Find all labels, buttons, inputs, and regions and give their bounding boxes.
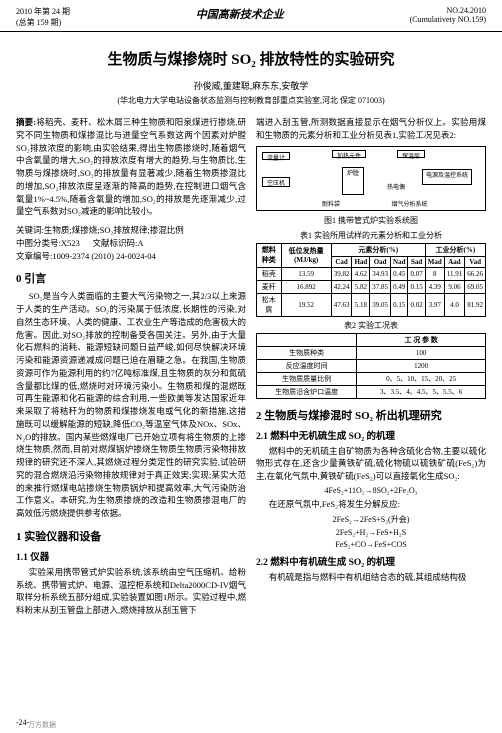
article-id: 文章编号:1009-2374 (2010) 24-0024-04: [16, 250, 246, 263]
formula-4: FeS₂+CO→FeS+COS: [256, 540, 486, 549]
table-row: 稻壳13.5939.824.6234.930.450.07811.9166.26: [257, 267, 486, 280]
section-0-title: 0 引言: [16, 270, 246, 286]
t1-sh5: Nad: [391, 256, 408, 267]
keywords: 关键词:生物质;煤掺烧;SO₂排放规律;掺混比例: [16, 224, 246, 237]
t1-h2: 元素分析(%): [331, 243, 425, 256]
table-row: 生物质种类100: [257, 346, 486, 359]
t1-sh9: Vad: [465, 256, 486, 267]
journal-name: 中国高新技术企业: [196, 6, 284, 28]
article-title: 生物质与煤掺烧时 SO₂ 排放特性的实验研究: [0, 48, 502, 69]
section-1-1-text: 实验采用携带管式炉实验系统,该系统由空气压缩机、给粉系统、携带管式炉、电源、温控…: [16, 566, 246, 617]
right-column: 端进入刮玉管,所测数据直接显示在烟气分析仪上。实验用煤和生物质的元素分析和工业分…: [256, 116, 486, 617]
t1-sh6: Sad: [408, 256, 425, 267]
figure-1-caption: 图1 携带管式炉实验系统图: [256, 215, 486, 226]
dia-thermocouple: 热电偶: [382, 182, 410, 190]
two-column-content: 摘要:将稻壳、麦秆、松木屑三种生物质和阳泉煤进行掺烧,研究不同生物质和煤掺混比与…: [0, 116, 502, 617]
dia-flowmeter: 流量计: [262, 152, 290, 160]
issue-year: 2010 年第 24 期: [16, 6, 70, 17]
table-1: 燃料种类 低位发热量(MJ/kg) 元素分析(%) 工业分析(%) Cad Ha…: [256, 243, 486, 317]
authors: 孙俊威,董建聪,麻东东,安敬学: [0, 79, 502, 92]
cn-class-label: 中图分类号:: [16, 238, 61, 248]
t1-sh8: Aad: [444, 256, 465, 267]
watermark: 万方数据: [28, 720, 56, 730]
keywords-text: 生物质;煤掺烧;SO₂排放规律;掺混比例: [44, 225, 184, 235]
t1-sh3: Had: [352, 256, 370, 267]
cumulative-no: (Cumulativety NO.159): [410, 15, 486, 24]
dia-furnace: 炉膛: [342, 167, 364, 195]
t1-h0: 燃料种类: [257, 243, 282, 267]
figure-1-diagram: 流量计 加热元件 保温层 空压机 炉膛 电源及温控系统 热电偶 耐料袋 烟气分析…: [256, 146, 486, 211]
header-right: NO.24.2010 (Cumulativety NO.159): [410, 6, 486, 28]
table-row: 生物质质量比例0、5、10、15、20、25: [257, 372, 486, 385]
formula-2-intro: 在还原气氛中,FeS₂将发生分解反应:: [256, 498, 486, 511]
dia-heater: 加热元件: [332, 150, 366, 158]
table-row: 工 况 参 数: [257, 333, 486, 346]
page-header: 2010 年第 24 期 (总第 159 期) 中国高新技术企业 NO.24.2…: [0, 0, 502, 32]
issue-no: NO.24.2010: [410, 6, 486, 15]
issue-total: (总第 159 期): [16, 17, 70, 28]
table-2: 工 况 参 数 生物质种类100 反应温度时间1200 生物质质量比例0、5、1…: [256, 333, 486, 399]
keywords-label: 关键词:: [16, 225, 44, 235]
section-2-1-title: 2.1 燃料中无机硫生成 SO₂ 的机理: [256, 428, 486, 442]
formula-2: 2FeS₂→2FeS+S₂(升会): [256, 514, 486, 525]
section-1-title: 1 实验仪器和设备: [16, 528, 246, 544]
dia-insulation: 保温层: [397, 150, 425, 158]
abstract-text: 将稻壳、麦秆、松木屑三种生物质和阳泉煤进行掺烧,研究不同生物质和煤掺混比与进量空…: [16, 117, 246, 216]
article-id-label: 文章编号:: [16, 251, 52, 261]
section-2-title: 2 生物质与煤掺混时 SO₂ 析出机理研究: [256, 407, 486, 423]
table-row: 反应温度时间1200: [257, 359, 486, 372]
t1-sh2: Cad: [331, 256, 352, 267]
doc-code-value: A: [137, 238, 143, 248]
section-0-p1: SO₂是当今人类面临的主要大气污染物之一,其2/3以上来源于人类的生产活动。SO…: [16, 290, 246, 520]
doc-code-label: 文献标识码:: [93, 238, 138, 248]
table-row: 松木屑19.5247.635.1839.050.150.023.974.081.…: [257, 293, 486, 316]
dia-analyzer: 烟气分析系统: [382, 199, 437, 207]
table-2-caption: 表2 实验工况表: [256, 320, 486, 331]
formula-1: 4FeS₂+11O₂→8SO₂+2Fe₂O₃: [256, 486, 486, 495]
dia-power: 电源及温控系统: [422, 169, 472, 185]
affiliation: (华北电力大学电站设备状态监测与控制教育部重点实验室,河北 保定 071003): [0, 95, 502, 106]
t1-h1: 低位发热量(MJ/kg): [281, 243, 331, 267]
dia-bag: 耐料袋: [317, 199, 345, 207]
table-row: 麦秆16.89242.245.8237.850.490.154.399.0669…: [257, 280, 486, 293]
section-1-1-title: 1.1 仪器: [16, 549, 246, 563]
t1-sh7: Mad: [425, 256, 444, 267]
abstract: 摘要:将稻壳、麦秆、松木屑三种生物质和阳泉煤进行掺烧,研究不同生物质和煤掺混比与…: [16, 116, 246, 218]
section-2-2-title: 2.2 燃料中有机硫生成 SO₂ 的机理: [256, 554, 486, 568]
dia-compressor: 空压机: [262, 177, 290, 187]
section-2-1-text: 燃料中的无机硫主自矿物质为各种含硫化合物,主要以硫化物形式存在,还含少量黄铁矿硫…: [256, 445, 486, 483]
table-row: 生物质沿含炉口温度3、3.5、4、4.5、5、5.5、6: [257, 385, 486, 398]
table-row: 燃料种类 低位发热量(MJ/kg) 元素分析(%) 工业分析(%): [257, 243, 486, 256]
cn-class-value: X523: [61, 238, 80, 248]
header-left: 2010 年第 24 期 (总第 159 期): [16, 6, 70, 28]
table-1-caption: 表1 实验所用试样的元素分析和工业分析: [256, 230, 486, 241]
t1-sh4: Oad: [370, 256, 391, 267]
abstract-label: 摘要:: [16, 117, 36, 127]
section-2-2-text: 有机硫是指与燃料中有机组结合态的硫,其组成结构极: [256, 571, 486, 584]
left-column: 摘要:将稻壳、麦秆、松木屑三种生物质和阳泉煤进行掺烧,研究不同生物质和煤掺混比与…: [16, 116, 246, 617]
t1-h7: 工业分析(%): [425, 243, 485, 256]
article-id-value: 1009-2374 (2010) 24-0024-04: [52, 251, 155, 261]
classification: 中图分类号:X523 文献标识码:A: [16, 237, 246, 250]
col2-intro: 端进入刮玉管,所测数据直接显示在烟气分析仪上。实验用煤和生物质的元素分析和工业分…: [256, 116, 486, 142]
formula-3: 2FeS₂+H₂→FeS+H₂S: [256, 528, 486, 537]
